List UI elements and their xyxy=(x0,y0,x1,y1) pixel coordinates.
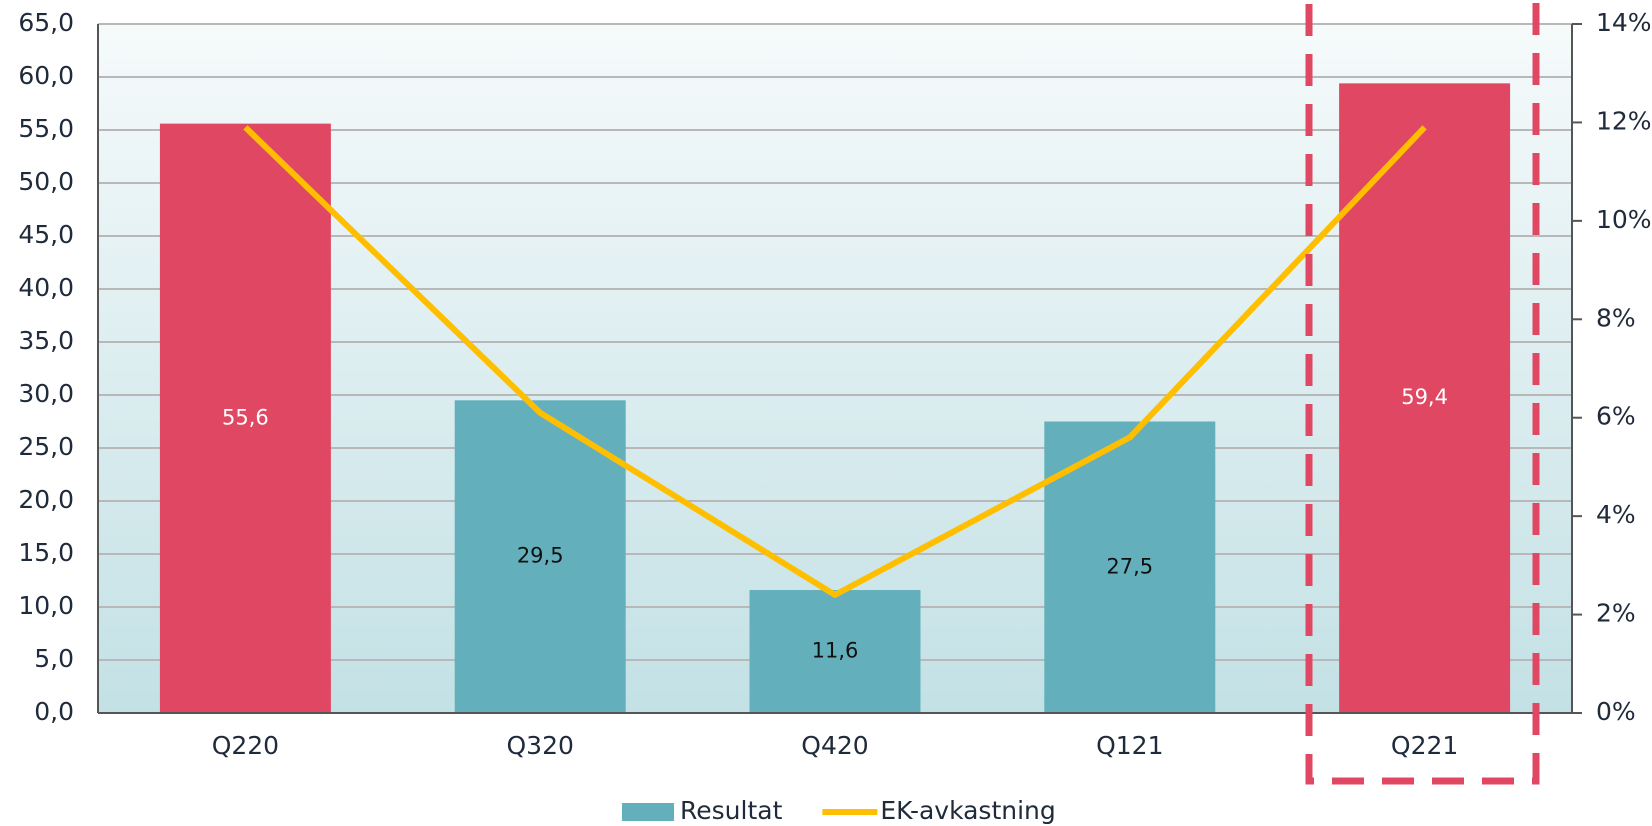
y-tick-label: 45,0 xyxy=(18,220,74,249)
highlight-box xyxy=(1305,0,1540,785)
y-tick-label: 30,0 xyxy=(18,379,74,408)
y2-tick-label: 12% xyxy=(1596,106,1652,135)
y-tick-label: 65,0 xyxy=(18,8,74,37)
x-tick-label: Q320 xyxy=(506,731,573,760)
bar xyxy=(454,400,626,713)
y2-tick-label: 2% xyxy=(1596,599,1636,628)
legend-swatch xyxy=(622,803,674,821)
bar xyxy=(159,123,331,713)
y2-tick-label: 6% xyxy=(1596,402,1636,431)
y-tick-label: 5,0 xyxy=(34,644,74,673)
y-tick-label: 35,0 xyxy=(18,326,74,355)
data-label: 29,5 xyxy=(517,544,564,568)
x-tick-label: Q420 xyxy=(801,731,868,760)
y2-tick-label: 14% xyxy=(1596,8,1652,37)
y-tick-label: 20,0 xyxy=(18,485,74,514)
x-tick-label: Q121 xyxy=(1096,731,1163,760)
y-tick-label: 50,0 xyxy=(18,167,74,196)
y-tick-label: 0,0 xyxy=(34,697,74,726)
data-label: 55,6 xyxy=(222,405,269,429)
marks: 55,6 29,5 11,6 27,5 59,4 xyxy=(159,83,1511,714)
y-tick-label: 55,0 xyxy=(18,114,74,143)
line xyxy=(243,125,1427,598)
y2-tick-label: 4% xyxy=(1596,500,1636,529)
y-tick-label: 40,0 xyxy=(18,273,74,302)
y2-tick-label: 10% xyxy=(1596,205,1652,234)
y-tick-label: 10,0 xyxy=(18,591,74,620)
y-tick-label: 60,0 xyxy=(18,61,74,90)
y-tick-label: 15,0 xyxy=(18,538,74,567)
x-tick-label: Q220 xyxy=(212,731,279,760)
bar xyxy=(749,590,921,713)
legend-label: EK-avkastning xyxy=(880,796,1055,825)
legend-label: Resultat xyxy=(680,796,783,825)
x-tick-label: Q221 xyxy=(1391,731,1458,760)
data-label: 27,5 xyxy=(1106,554,1153,578)
data-label: 59,4 xyxy=(1401,385,1448,409)
data-label: 11,6 xyxy=(812,639,859,663)
y2-tick-label: 8% xyxy=(1596,303,1636,332)
y-tick-label: 25,0 xyxy=(18,432,74,461)
y2-tick-label: 0% xyxy=(1596,697,1636,726)
